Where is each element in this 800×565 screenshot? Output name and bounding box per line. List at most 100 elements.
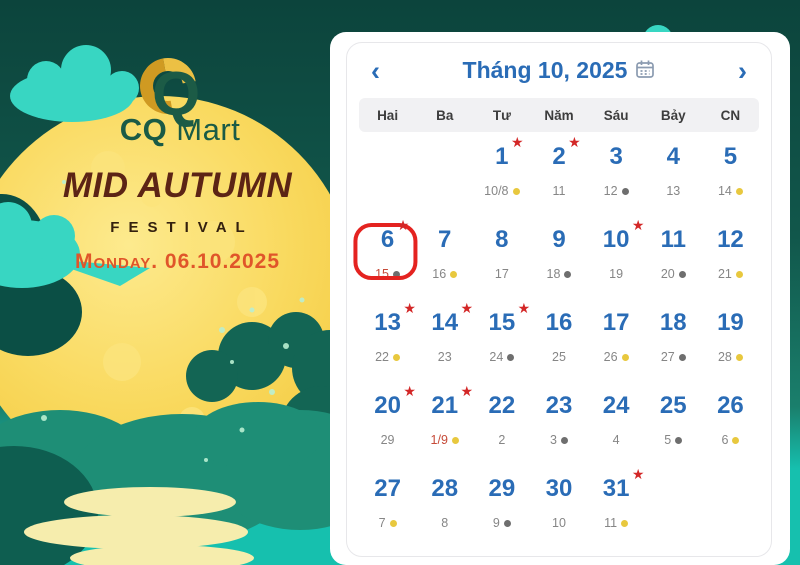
day-number-wrap: 15 ★ [489,300,531,337]
lunar-date-text: 4 [612,433,620,447]
lunar-date-text: 11 [604,516,618,530]
calendar-day-cell[interactable]: 22 2 [473,385,530,468]
star-icon: ★ [568,134,581,150]
calendar-day-cell[interactable]: 18 27 [645,302,702,385]
calendar-day-cell[interactable]: 28 8 [416,468,473,551]
day-number: 5 [723,143,738,170]
lunar-date: 26 [588,350,645,364]
day-number: 17 [602,309,630,336]
calendar-day-cell[interactable]: 16 25 [530,302,587,385]
calendar-day-cell[interactable]: 21 ★ 1/9 [416,383,474,468]
day-number: 4 [666,143,680,170]
gray-dot-icon [503,520,511,528]
calendar-header: ‹ Tháng 10, 2025 › [347,43,771,92]
calendar-day-cell[interactable]: 2 ★ 11 [530,134,587,219]
day-number: 19 [717,309,744,336]
lunar-date: 16 [416,267,473,281]
calendar-title: Tháng 10, 2025 [462,57,628,83]
calendar-day-cell [702,468,759,551]
calendar-day-cell[interactable]: 19 28 [702,302,759,385]
lunar-date-text: 10 [552,516,566,530]
day-number-wrap: 12 [717,226,744,254]
lunar-date-text: 8 [441,516,449,530]
calendar-grid: 1 ★ 10/8 2 ★ 11 3 12 4 13 5 14 6 ★ 15 7 16 8 17 9 18 10 ★ 19 11 2… [353,134,759,551]
yellow-dot-icon [735,271,743,279]
day-number-wrap: 22 [489,392,516,420]
calendar-day-cell[interactable]: 14 ★ 23 [416,300,473,385]
day-number: 14 [431,309,459,336]
calendar-day-cell[interactable]: 8 17 [473,219,530,302]
day-number-wrap: 5 [724,143,737,171]
calendar-day-cell[interactable]: 12 21 [702,219,759,302]
calendar-panel: ‹ Tháng 10, 2025 › [330,32,790,565]
day-number: 2 [552,143,566,170]
day-header: Tư [492,107,511,123]
calendar-day-cell[interactable]: 29 9 [473,468,530,551]
lunar-date-text: 18 [546,267,561,281]
calendar-day-cell[interactable]: 4 13 [645,136,702,219]
lunar-date: 8 [416,516,473,530]
day-number: 30 [545,475,573,502]
gray-dot-icon [560,437,568,445]
calendar-day-cell[interactable]: 20 ★ 29 [359,383,416,468]
calendar-day-cell[interactable]: 9 18 [530,219,587,302]
day-number-wrap: 19 [717,309,744,337]
day-number: 26 [717,392,744,419]
calendar-day-cell[interactable]: 31 ★ 11 [588,466,645,551]
lunar-date-text: 6 [721,433,729,447]
day-number: 21 [431,392,459,419]
day-number: 10 [602,226,630,253]
day-number-wrap: 4 [667,143,680,171]
lunar-date-text: 10/8 [484,184,509,198]
calendar-day-cell[interactable]: 5 14 [702,136,759,219]
yellow-dot-icon [732,437,740,445]
lunar-date-text: 14 [717,184,732,198]
lunar-date: 23 [416,350,473,364]
lunar-date: 11 [588,516,645,530]
calendar-day-cell[interactable]: 7 16 [416,219,473,302]
calendar-day-cell[interactable]: 30 10 [530,468,587,551]
gray-dot-icon [678,271,686,279]
calendar-day-cell[interactable]: 24 4 [588,385,645,468]
lunar-date: 12 [588,184,645,198]
lunar-date: 17 [473,267,530,281]
calendar-day-cell[interactable]: 23 3 [530,385,587,468]
calendar-day-cell[interactable]: 3 12 [588,136,645,219]
day-number-wrap: 8 [495,226,508,254]
day-number-wrap: 18 [660,309,687,337]
chevron-left-icon[interactable]: ‹ [371,55,380,86]
day-number-wrap: 28 [431,475,458,503]
star-icon: ★ [517,300,531,316]
lunar-date-text: 21 [717,267,732,281]
calendar-day-cell[interactable]: 17 26 [588,302,645,385]
day-number-wrap: 30 [546,475,573,503]
calendar-day-cell[interactable]: 15 ★ 24 [473,300,531,385]
calendar-day-cell[interactable]: 13 ★ 22 [359,300,416,385]
day-header: Năm [544,107,574,123]
day-number-wrap: 11 [661,226,686,254]
calendar-day-cell[interactable]: 11 20 [645,219,702,302]
day-number-wrap: 6 ★ [353,217,418,280]
calendar-day-cell[interactable]: 1 ★ 10/8 [473,134,530,219]
day-header: CN [720,107,741,123]
calendar-icon[interactable] [635,59,655,84]
day-number-wrap: 25 [660,392,687,420]
calendar-day-cell[interactable]: 25 5 [645,385,702,468]
lunar-date: 11 [530,184,587,198]
lunar-date: 6 [702,433,759,447]
gray-dot-icon [564,271,572,279]
lunar-date: 2 [473,433,530,447]
lunar-date-text: 25 [552,350,566,364]
gray-dot-icon [507,354,515,362]
star-icon: ★ [403,383,416,399]
calendar-day-cell[interactable]: 26 6 [702,385,759,468]
lunar-date-text: 28 [717,350,732,364]
calendar-day-cell[interactable]: 10 ★ 19 [588,217,645,302]
calendar-day-cell[interactable]: 6 ★ 15 [353,217,418,302]
lunar-date-text: 27 [660,350,675,364]
day-number: 11 [660,226,686,253]
day-header: Ba [436,107,454,123]
lunar-date: 5 [645,433,702,447]
calendar-day-cell[interactable]: 27 7 [359,468,416,551]
chevron-right-icon[interactable]: › [737,55,747,86]
